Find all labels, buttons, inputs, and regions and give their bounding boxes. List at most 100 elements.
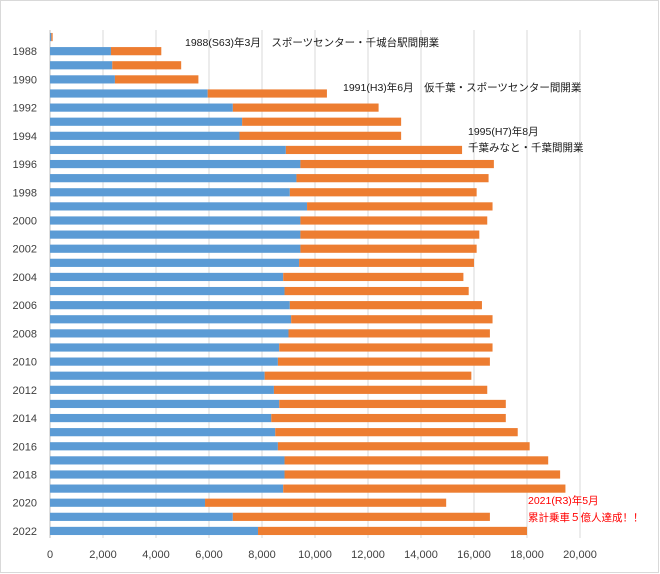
y-tick-label: 1988	[13, 46, 37, 58]
annotation-1995-line1: 1995(H7)年8月	[468, 125, 539, 138]
bar-series-blue-2002	[50, 244, 301, 253]
bar-series-blue-1990	[50, 75, 115, 84]
bar-series-orange-2003	[299, 258, 474, 267]
bar-series-orange-2000	[300, 216, 488, 225]
bar-series-orange-2022	[258, 526, 527, 536]
bar-series-blue-2015	[50, 428, 276, 437]
bar-series-orange-2001	[300, 230, 480, 239]
x-tick-label: 2,000	[89, 549, 117, 561]
bar-series-orange-2009	[279, 343, 493, 352]
x-tick-label: 8,000	[248, 549, 276, 561]
x-axis: 0 2,000 4,000 6,000 8,000 10,000 12,000 14,000 1…	[47, 549, 597, 561]
bar-series-orange-2019	[283, 484, 566, 493]
bar-series-blue-1994	[50, 131, 240, 140]
bar-series-orange-1990	[114, 75, 199, 84]
x-tick-label: 0	[47, 549, 53, 561]
y-tick-label: 2006	[13, 300, 37, 312]
bar-series-blue-1987	[50, 32, 52, 42]
y-tick-label: 2000	[13, 216, 37, 228]
bar-series-orange-2010	[277, 357, 490, 366]
bar-series-blue-2016	[50, 442, 278, 451]
y-tick-label: 2016	[13, 441, 37, 453]
bar-series-orange-1991	[207, 89, 327, 98]
y-tick-label: 2022	[13, 526, 37, 538]
x-tick-label: 6,000	[195, 549, 223, 561]
y-tick-label: 1992	[13, 103, 37, 115]
x-tick-label: 18,000	[510, 549, 544, 561]
bar-series-orange-2017	[284, 456, 549, 465]
x-tick-label: 14,000	[404, 549, 438, 561]
x-tick-label: 20,000	[563, 549, 597, 561]
bar-series-orange-1993	[242, 117, 402, 126]
bar-series-blue-1997	[50, 174, 297, 183]
bar-series-orange-2008	[288, 329, 490, 338]
bar-series-orange-1996	[300, 159, 494, 169]
bar-series-orange-2021	[232, 512, 490, 521]
bar-series-orange-1994	[239, 131, 402, 140]
bar-series-blue-2018	[50, 470, 285, 479]
bar-series-blue-2012	[50, 385, 274, 394]
y-axis: 1988 1990 1992 1994 1996 1998 2000 2002 2004 2006…	[13, 46, 37, 538]
bar-series-orange-2018	[284, 470, 561, 479]
bar-area	[50, 32, 566, 536]
bar-series-blue-1992	[50, 103, 233, 112]
bar-series-orange-2020	[205, 498, 447, 507]
bar-series-blue-2004	[50, 272, 284, 282]
annotation-1988: 1988(S63)年3月 スポーツセンター・千城台駅間開業	[185, 36, 440, 49]
bar-series-blue-2017	[50, 456, 285, 465]
bar-series-blue-2006	[50, 301, 290, 310]
bar-series-orange-1999	[307, 202, 493, 211]
bar-series-blue-2020	[50, 498, 206, 507]
bar-series-blue-1993	[50, 117, 243, 126]
bar-series-blue-2022	[50, 526, 259, 536]
bar-series-orange-2007	[291, 315, 493, 324]
y-tick-label: 1990	[13, 74, 37, 86]
bar-series-orange-1995	[285, 145, 463, 155]
y-tick-label: 2008	[13, 328, 37, 340]
bar-series-orange-2013	[279, 399, 506, 409]
x-tick-label: 12,000	[351, 549, 385, 561]
annotation-1991: 1991(H3)年6月 仮千葉・スポーツセンター間開業	[343, 81, 582, 94]
gridlines	[49, 30, 581, 538]
bar-series-orange-1998	[289, 188, 477, 197]
annotation-1995-line2: 千葉みなと・千葉間開業	[468, 141, 584, 154]
bar-series-blue-2007	[50, 315, 292, 324]
annotations: 1988(S63)年3月 スポーツセンター・千城台駅間開業 1991(H3)年6…	[185, 36, 644, 524]
bar-series-orange-1992	[232, 103, 379, 112]
x-tick-label: 10,000	[298, 549, 332, 561]
bar-series-blue-2019	[50, 484, 284, 493]
y-tick-label: 2010	[13, 357, 37, 369]
bar-series-blue-2014	[50, 413, 272, 423]
y-tick-label: 2020	[13, 498, 37, 510]
bar-series-blue-1998	[50, 188, 290, 197]
bar-series-orange-1988	[110, 47, 162, 56]
bar-series-blue-2001	[50, 230, 301, 239]
bar-series-blue-2003	[50, 258, 300, 267]
bar-series-blue-1999	[50, 202, 308, 211]
bar-series-blue-1991	[50, 89, 208, 98]
bar-series-orange-2014	[271, 413, 506, 423]
bar-series-blue-2009	[50, 343, 280, 352]
bar-series-orange-2005	[284, 286, 469, 296]
bar-series-orange-2011	[264, 371, 472, 380]
y-tick-label: 1998	[13, 187, 37, 199]
bar-series-blue-2011	[50, 371, 265, 380]
bar-series-blue-2010	[50, 357, 278, 366]
bar-series-blue-2021	[50, 512, 233, 521]
bar-series-orange-1987	[51, 32, 53, 42]
bar-series-orange-2004	[283, 272, 464, 282]
x-tick-label: 4,000	[142, 549, 170, 561]
y-tick-label: 2012	[13, 385, 37, 397]
annotation-2021-line2: 累計乗車５億人達成！！	[528, 511, 644, 524]
bar-series-orange-2015	[275, 428, 518, 437]
bar-series-orange-2002	[300, 244, 477, 253]
y-tick-label: 1994	[13, 131, 37, 143]
bar-series-blue-2005	[50, 286, 285, 296]
y-tick-label: 2004	[13, 272, 37, 284]
x-tick-label: 16,000	[457, 549, 491, 561]
bar-series-blue-2013	[50, 399, 280, 409]
bar-series-orange-1989	[112, 61, 182, 70]
bar-series-blue-1996	[50, 159, 301, 169]
